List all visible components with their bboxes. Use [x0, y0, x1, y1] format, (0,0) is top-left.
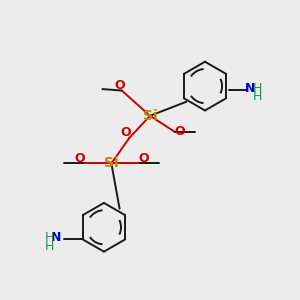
Text: Si: Si [143, 109, 157, 123]
Text: H: H [45, 231, 55, 244]
Text: O: O [120, 126, 131, 139]
Text: H: H [45, 239, 55, 253]
Text: O: O [138, 152, 149, 165]
Text: O: O [114, 79, 125, 92]
Text: N: N [245, 82, 256, 95]
Text: N: N [51, 231, 62, 244]
Text: H: H [253, 90, 262, 104]
Text: Si: Si [104, 156, 119, 170]
Text: H: H [253, 82, 262, 95]
Text: O: O [74, 152, 85, 165]
Text: O: O [174, 125, 185, 138]
